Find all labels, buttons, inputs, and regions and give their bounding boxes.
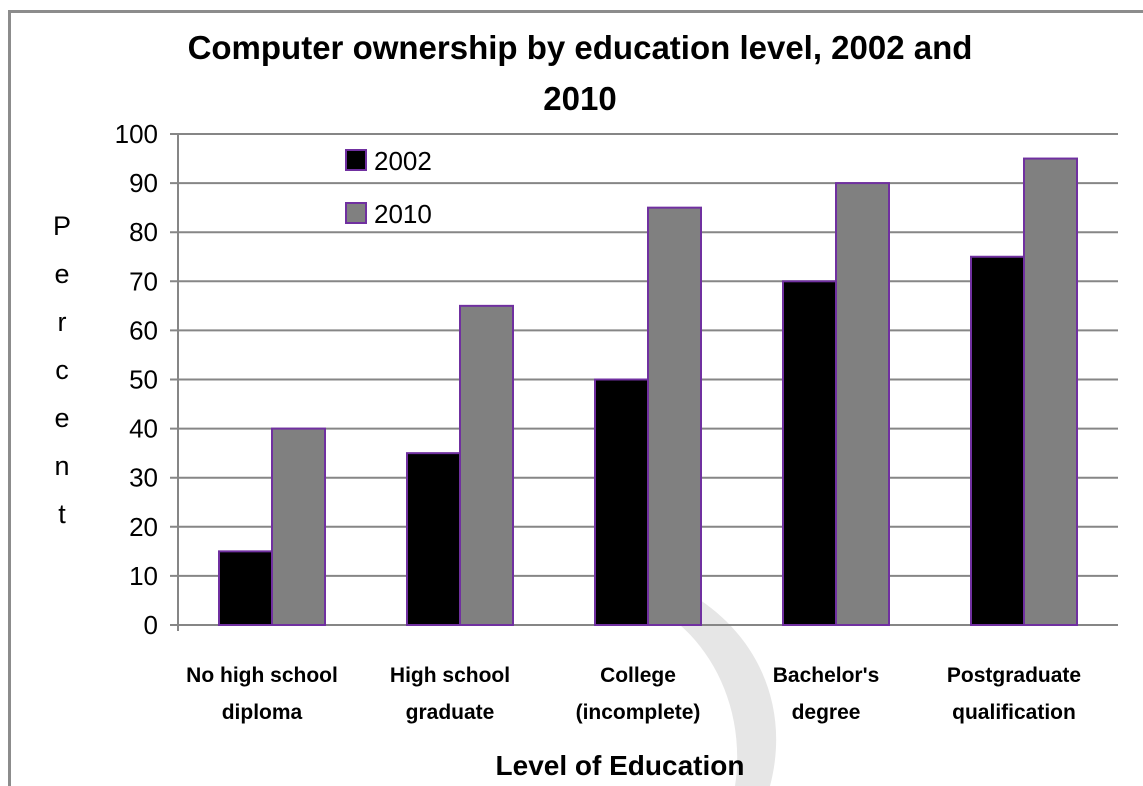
bar-2002-4 <box>970 255 1025 626</box>
bar-2010-3 <box>835 182 890 626</box>
x-category-label: College <box>600 664 676 687</box>
legend-label-2010: 2010 <box>374 199 432 229</box>
bar-2002-2 <box>594 378 649 626</box>
y-tick-label: 90 <box>129 168 158 198</box>
y-tick-label: 60 <box>129 315 158 345</box>
y-tick-label: 50 <box>129 365 158 395</box>
y-tick-label: 0 <box>144 610 158 640</box>
x-category-label: (incomplete) <box>576 701 701 724</box>
bar-2010-2 <box>647 206 702 626</box>
bar-2010-4 <box>1023 157 1078 627</box>
legend-swatch-2002 <box>345 149 367 171</box>
bar-2010-1 <box>459 304 514 626</box>
x-category-label: diploma <box>222 701 303 724</box>
bar-2002-0 <box>218 550 273 626</box>
x-category-label: qualification <box>952 701 1076 724</box>
x-category-label: graduate <box>406 701 495 724</box>
x-category-label: Postgraduate <box>947 664 1081 687</box>
bars <box>218 157 1078 627</box>
y-axis-label-letter: e <box>54 259 69 289</box>
y-tick-label: 80 <box>129 217 158 247</box>
y-tick-label: 100 <box>115 119 158 149</box>
x-category-label: Bachelor's <box>773 664 880 687</box>
y-tick-label: 70 <box>129 266 158 296</box>
y-tick-label: 10 <box>129 561 158 591</box>
y-axis-label-letter: e <box>54 403 69 433</box>
y-axis-label-letter: r <box>58 307 67 337</box>
legend: 2002 2010 <box>345 146 432 229</box>
watermark-arc <box>680 600 777 786</box>
x-axis-categories: No high school diploma High school graduate… <box>186 664 1081 724</box>
y-axis-label-letter: P <box>53 211 71 241</box>
x-category-label: High school <box>390 664 510 687</box>
bar-2010-0 <box>271 427 326 626</box>
legend-label-2002: 2002 <box>374 146 432 176</box>
frame-border-top <box>8 10 1143 13</box>
frame-border-left <box>8 10 11 786</box>
chart-title-line-2: 2010 <box>543 80 616 117</box>
bar-2002-1 <box>406 452 461 626</box>
y-tick-label: 40 <box>129 414 158 444</box>
y-axis-label-letter: c <box>55 355 69 385</box>
y-axis-label-letter: t <box>58 499 66 529</box>
y-axis-label-letter: n <box>54 451 69 481</box>
bar-2002-3 <box>782 280 837 626</box>
x-category-label: degree <box>792 701 861 724</box>
y-tick-label: 20 <box>129 512 158 542</box>
y-tick-label: 30 <box>129 463 158 493</box>
x-category-label: No high school <box>186 664 338 687</box>
x-axis-label: Level of Education <box>496 750 745 781</box>
chart-title-line-1: Computer ownership by education level, 2… <box>188 29 973 66</box>
y-axis-ticks: 0 10 20 30 40 50 60 70 80 90 100 <box>115 119 158 640</box>
legend-swatch-2010 <box>345 202 367 224</box>
